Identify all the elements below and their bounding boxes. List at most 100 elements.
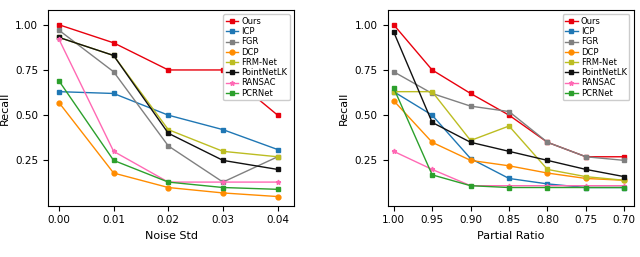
FGR bbox=[621, 159, 628, 162]
PointNetLK bbox=[543, 159, 551, 162]
Ours bbox=[274, 114, 282, 117]
FRM-Net bbox=[110, 54, 118, 57]
Ours bbox=[55, 23, 63, 26]
ICP bbox=[543, 182, 551, 186]
Line: PCRNet: PCRNet bbox=[391, 86, 627, 190]
PCRNet bbox=[110, 159, 118, 162]
FGR bbox=[467, 105, 474, 108]
ICP bbox=[164, 114, 172, 117]
ICP bbox=[274, 148, 282, 151]
RANSAC bbox=[428, 168, 436, 171]
RANSAC bbox=[219, 181, 227, 184]
FGR bbox=[390, 70, 397, 73]
Line: PointNetLK: PointNetLK bbox=[391, 30, 627, 179]
DCP bbox=[390, 99, 397, 102]
ICP bbox=[390, 90, 397, 93]
PCRNet bbox=[582, 186, 590, 189]
FRM-Net bbox=[164, 128, 172, 131]
ICP bbox=[110, 92, 118, 95]
DCP bbox=[621, 179, 628, 182]
Y-axis label: Recall: Recall bbox=[339, 91, 349, 125]
PointNetLK bbox=[505, 150, 513, 153]
Line: ICP: ICP bbox=[56, 89, 280, 152]
FGR bbox=[582, 155, 590, 158]
Line: Ours: Ours bbox=[391, 22, 627, 159]
DCP bbox=[164, 186, 172, 189]
ICP bbox=[428, 114, 436, 117]
RANSAC bbox=[274, 181, 282, 184]
Line: DCP: DCP bbox=[56, 100, 280, 199]
DCP bbox=[428, 141, 436, 144]
ICP bbox=[467, 157, 474, 160]
ICP bbox=[582, 186, 590, 189]
PCRNet bbox=[390, 87, 397, 90]
PointNetLK bbox=[274, 168, 282, 171]
ICP bbox=[55, 90, 63, 93]
Line: Ours: Ours bbox=[56, 22, 280, 118]
RANSAC bbox=[55, 38, 63, 41]
Line: FGR: FGR bbox=[391, 69, 627, 163]
FRM-Net bbox=[219, 150, 227, 153]
RANSAC bbox=[582, 184, 590, 187]
Ours bbox=[219, 68, 227, 71]
Legend: Ours, ICP, FGR, DCP, FRM-Net, PointNetLK, RANSAC, PCRNet: Ours, ICP, FGR, DCP, FRM-Net, PointNetLK… bbox=[223, 14, 290, 100]
PointNetLK bbox=[55, 36, 63, 39]
FRM-Net bbox=[582, 175, 590, 178]
Line: FGR: FGR bbox=[56, 28, 280, 185]
PCRNet bbox=[164, 181, 172, 184]
Ours bbox=[582, 155, 590, 158]
DCP bbox=[582, 177, 590, 180]
DCP bbox=[543, 171, 551, 175]
PointNetLK bbox=[621, 175, 628, 178]
Line: PointNetLK: PointNetLK bbox=[56, 35, 280, 172]
ICP bbox=[219, 128, 227, 131]
PointNetLK bbox=[428, 121, 436, 124]
DCP bbox=[467, 159, 474, 162]
FRM-Net bbox=[543, 168, 551, 171]
PCRNet bbox=[55, 79, 63, 82]
PointNetLK bbox=[467, 141, 474, 144]
RANSAC bbox=[110, 150, 118, 153]
PCRNet bbox=[543, 186, 551, 189]
RANSAC bbox=[467, 184, 474, 187]
Legend: Ours, ICP, FGR, DCP, FRM-Net, PointNetLK, RANSAC, PCRNet: Ours, ICP, FGR, DCP, FRM-Net, PointNetLK… bbox=[563, 14, 629, 100]
FRM-Net bbox=[467, 139, 474, 142]
FRM-Net bbox=[274, 155, 282, 158]
Ours bbox=[621, 155, 628, 158]
RANSAC bbox=[621, 184, 628, 187]
PCRNet bbox=[428, 173, 436, 176]
Y-axis label: Recall: Recall bbox=[0, 91, 10, 125]
FRM-Net bbox=[621, 179, 628, 182]
FRM-Net bbox=[505, 124, 513, 127]
Line: ICP: ICP bbox=[391, 89, 627, 190]
DCP bbox=[274, 195, 282, 198]
FRM-Net bbox=[390, 90, 397, 93]
Ours bbox=[428, 68, 436, 71]
PCRNet bbox=[505, 186, 513, 189]
Ours bbox=[467, 92, 474, 95]
Line: PCRNet: PCRNet bbox=[56, 78, 280, 192]
PointNetLK bbox=[164, 132, 172, 135]
Line: RANSAC: RANSAC bbox=[391, 149, 627, 188]
FGR bbox=[274, 155, 282, 158]
FGR bbox=[55, 29, 63, 32]
DCP bbox=[219, 191, 227, 195]
FRM-Net bbox=[55, 36, 63, 39]
PointNetLK bbox=[219, 159, 227, 162]
Ours bbox=[505, 114, 513, 117]
FGR bbox=[110, 70, 118, 73]
PCRNet bbox=[219, 186, 227, 189]
ICP bbox=[621, 186, 628, 189]
DCP bbox=[505, 164, 513, 167]
DCP bbox=[110, 171, 118, 175]
X-axis label: Noise Std: Noise Std bbox=[145, 231, 198, 241]
PCRNet bbox=[621, 186, 628, 189]
FGR bbox=[543, 141, 551, 144]
ICP bbox=[505, 177, 513, 180]
FGR bbox=[164, 144, 172, 148]
RANSAC bbox=[390, 150, 397, 153]
FGR bbox=[428, 92, 436, 95]
FGR bbox=[505, 110, 513, 113]
Line: DCP: DCP bbox=[391, 98, 627, 183]
PointNetLK bbox=[110, 54, 118, 57]
